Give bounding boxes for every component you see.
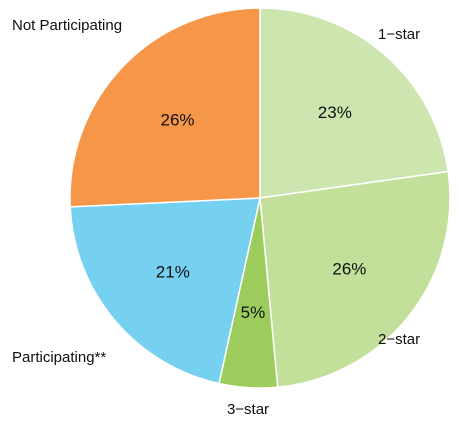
- category-label-3-star: 3−star: [227, 401, 269, 418]
- slice-2-star: [259, 170, 451, 388]
- pie-percent-labels: 23% 26% 5% 21% 26%: [156, 103, 367, 322]
- slice-not-participating: [69, 7, 261, 208]
- category-label-not-participating: Not Participating: [12, 17, 122, 34]
- slice-not-participating-value-label: 26%: [160, 110, 194, 129]
- slice-1-star: [259, 7, 449, 199]
- slice-3-star-value-label: 5%: [241, 303, 266, 322]
- slice-1-star-value-label: 23%: [318, 103, 352, 122]
- category-label-2-star: 2−star: [378, 331, 420, 348]
- slice-participating-value-label: 21%: [156, 262, 190, 281]
- slice-2-star-value-label: 26%: [332, 260, 366, 279]
- category-label-participating: Participating**: [12, 349, 106, 366]
- pie-slices: [69, 7, 451, 389]
- pie-category-labels: 1−star 2−star 3−star Participating** Not Par…: [12, 17, 420, 418]
- slice-participating: [69, 197, 261, 385]
- category-label-1-star: 1−star: [378, 26, 420, 43]
